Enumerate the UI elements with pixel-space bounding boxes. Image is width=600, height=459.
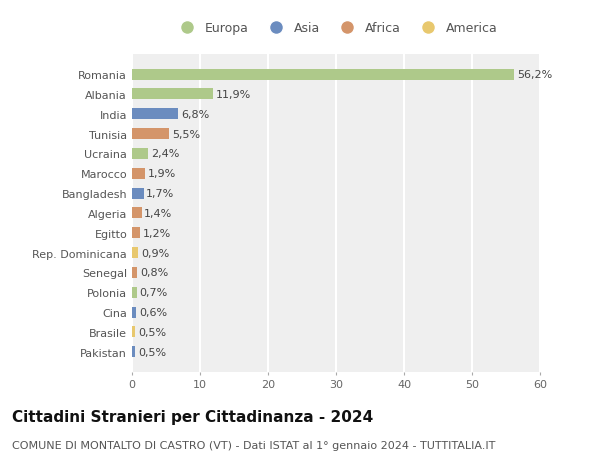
Bar bbox=[132, 208, 142, 219]
Bar bbox=[132, 228, 140, 239]
Bar bbox=[132, 287, 137, 298]
Bar bbox=[132, 267, 137, 278]
Bar bbox=[132, 89, 213, 100]
Text: 2,4%: 2,4% bbox=[151, 149, 179, 159]
Bar bbox=[132, 168, 145, 179]
Bar bbox=[132, 69, 514, 80]
Text: 6,8%: 6,8% bbox=[181, 110, 209, 119]
Text: 5,5%: 5,5% bbox=[172, 129, 200, 139]
Text: 0,6%: 0,6% bbox=[139, 308, 167, 317]
Text: 0,9%: 0,9% bbox=[141, 248, 169, 258]
Text: 0,5%: 0,5% bbox=[138, 327, 166, 337]
Bar bbox=[132, 347, 136, 358]
Text: 56,2%: 56,2% bbox=[517, 70, 552, 80]
Text: 0,5%: 0,5% bbox=[138, 347, 166, 357]
Bar bbox=[132, 327, 136, 338]
Bar bbox=[132, 247, 138, 258]
Text: 0,7%: 0,7% bbox=[139, 288, 168, 297]
Bar bbox=[132, 307, 136, 318]
Text: 1,7%: 1,7% bbox=[146, 189, 175, 199]
Text: 1,9%: 1,9% bbox=[148, 169, 176, 179]
Bar bbox=[132, 129, 169, 140]
Text: 11,9%: 11,9% bbox=[215, 90, 251, 100]
Text: COMUNE DI MONTALTO DI CASTRO (VT) - Dati ISTAT al 1° gennaio 2024 - TUTTITALIA.I: COMUNE DI MONTALTO DI CASTRO (VT) - Dati… bbox=[12, 440, 496, 450]
Text: Cittadini Stranieri per Cittadinanza - 2024: Cittadini Stranieri per Cittadinanza - 2… bbox=[12, 409, 373, 425]
Text: 0,8%: 0,8% bbox=[140, 268, 169, 278]
Legend: Europa, Asia, Africa, America: Europa, Asia, Africa, America bbox=[170, 17, 502, 40]
Bar bbox=[132, 149, 148, 160]
Text: 1,4%: 1,4% bbox=[144, 208, 172, 218]
Text: 1,2%: 1,2% bbox=[143, 228, 171, 238]
Bar bbox=[132, 109, 178, 120]
Bar bbox=[132, 188, 143, 199]
